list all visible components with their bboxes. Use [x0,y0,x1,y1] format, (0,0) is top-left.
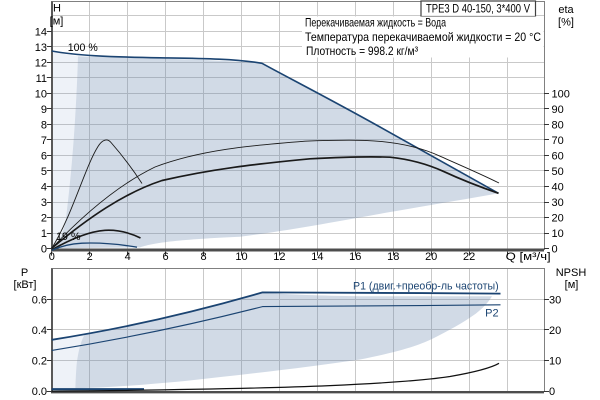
svg-text:Перекачиваемая жидкость = Вода: Перекачиваемая жидкость = Вода [305,15,446,29]
svg-text:[м]: [м] [50,16,64,28]
svg-text:P1 (двиг.+преобр-ль частоты): P1 (двиг.+преобр-ль частоты) [353,281,499,293]
svg-text:P: P [21,267,28,279]
svg-text:0: 0 [41,244,47,256]
svg-text:90: 90 [552,104,564,116]
svg-text:20: 20 [552,213,564,225]
svg-text:eta: eta [558,4,574,16]
svg-text:NPSH: NPSH [556,267,587,279]
svg-text:16: 16 [349,251,361,263]
svg-text:70: 70 [552,135,564,147]
svg-text:12: 12 [273,251,285,263]
svg-text:18: 18 [387,251,399,263]
svg-text:20: 20 [549,325,561,337]
svg-text:0.4: 0.4 [32,325,47,337]
svg-text:6: 6 [41,151,47,163]
svg-text:40: 40 [552,182,564,194]
svg-text:14: 14 [311,251,323,263]
svg-text:10: 10 [35,88,47,100]
svg-text:P2: P2 [485,308,498,320]
svg-text:8: 8 [201,251,207,263]
svg-text:Температура перекачиваемой жид: Температура перекачиваемой жидкости = 20… [305,30,541,44]
svg-text:10: 10 [235,251,247,263]
svg-text:10: 10 [549,356,561,368]
svg-text:100: 100 [552,88,570,100]
svg-text:8: 8 [41,119,47,131]
svg-text:20: 20 [425,251,437,263]
svg-text:22: 22 [463,251,475,263]
svg-text:TPE3 D 40-150, 3*400 V: TPE3 D 40-150, 3*400 V [426,2,530,16]
svg-text:4: 4 [41,182,47,194]
svg-text:2: 2 [41,213,47,225]
svg-text:11: 11 [36,73,47,85]
svg-text:0: 0 [549,386,555,398]
svg-text:0.0: 0.0 [32,386,47,398]
svg-text:30: 30 [549,294,561,306]
svg-text:0.6: 0.6 [32,294,47,306]
svg-text:7: 7 [41,135,47,147]
svg-text:Плотность = 998.2 кг/м³: Плотность = 998.2 кг/м³ [306,44,418,58]
svg-text:[м]: [м] [565,279,579,291]
svg-text:14: 14 [35,26,47,38]
svg-text:12: 12 [35,57,47,69]
svg-text:9: 9 [41,104,47,116]
svg-text:4: 4 [125,251,131,263]
svg-text:30: 30 [552,197,564,209]
svg-text:Q [м³/ч]: Q [м³/ч] [506,251,551,263]
svg-text:0: 0 [552,244,558,256]
svg-text:100 %: 100 % [68,42,98,54]
svg-text:10: 10 [552,228,564,240]
svg-text:3: 3 [41,197,47,209]
svg-text:0.2: 0.2 [32,356,47,368]
svg-text:6: 6 [163,251,169,263]
svg-text:H: H [53,3,61,15]
svg-text:1: 1 [41,228,47,240]
svg-text:0: 0 [49,251,55,263]
svg-text:[кВт]: [кВт] [14,279,37,291]
svg-text:5: 5 [41,166,47,178]
svg-text:[%]: [%] [558,17,574,29]
svg-text:50: 50 [552,166,564,178]
svg-text:80: 80 [552,119,564,131]
svg-text:60: 60 [552,151,564,163]
svg-text:19 %: 19 % [56,231,81,243]
svg-text:13: 13 [35,42,47,54]
svg-text:2: 2 [87,251,93,263]
